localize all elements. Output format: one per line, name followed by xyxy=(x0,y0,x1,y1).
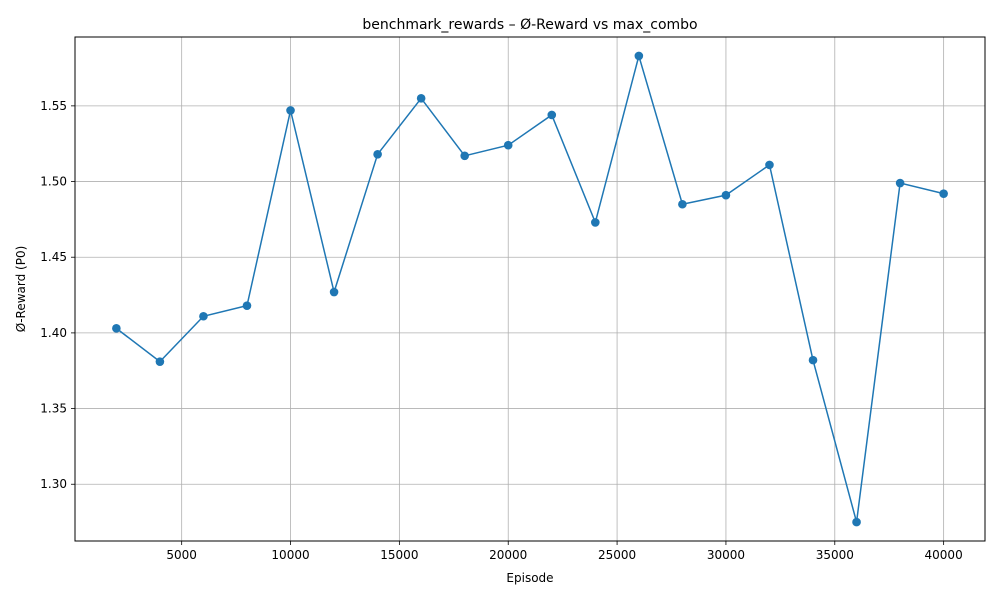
data-point xyxy=(199,311,208,321)
y-axis-ticks: 1.30 1.35 1.40 1.45 1.50 1.55 xyxy=(40,99,75,491)
data-point xyxy=(939,189,948,198)
x-tick-label: 15000 xyxy=(380,548,418,562)
x-tick-label: 10000 xyxy=(271,548,309,562)
x-axis-ticks: 5000 10000 15000 20000 25000 30000 35000 40000 xyxy=(166,541,963,562)
data-point xyxy=(242,301,252,310)
y-tick-label: 1.35 xyxy=(40,402,67,416)
y-tick-label: 1.30 xyxy=(40,477,67,491)
data-point xyxy=(373,149,382,159)
x-axis-label: Episode xyxy=(506,571,553,585)
data-point xyxy=(721,190,731,200)
series-line xyxy=(115,53,944,523)
data-point xyxy=(329,287,339,297)
data-point xyxy=(852,517,861,527)
data-point xyxy=(678,199,687,209)
data-point xyxy=(112,324,121,333)
data-point xyxy=(765,160,774,170)
y-tick-label: 1.40 xyxy=(40,326,67,340)
data-point xyxy=(460,151,469,161)
x-tick-label: 40000 xyxy=(925,548,963,562)
x-tick-label: 5000 xyxy=(166,548,197,562)
data-point xyxy=(895,178,905,188)
y-tick-label: 1.50 xyxy=(40,175,67,189)
y-axis-label: Ø-Reward (P0) xyxy=(14,246,28,333)
data-point xyxy=(286,106,295,115)
y-tick-label: 1.55 xyxy=(40,99,67,113)
grid-lines xyxy=(75,37,985,541)
data-point xyxy=(416,93,426,103)
series-line-group xyxy=(112,51,948,527)
x-tick-label: 20000 xyxy=(489,548,527,562)
chart-title: benchmark_rewards – Ø-Reward vs max_comb… xyxy=(362,17,697,33)
x-tick-label: 30000 xyxy=(707,548,745,562)
y-tick-label: 1.45 xyxy=(40,250,67,264)
data-point xyxy=(547,110,557,120)
data-point xyxy=(634,51,644,61)
data-point xyxy=(503,140,513,150)
x-tick-label: 35000 xyxy=(816,548,854,562)
x-tick-label: 25000 xyxy=(598,548,636,562)
data-point xyxy=(808,355,818,365)
data-point xyxy=(591,218,600,227)
plot-frame xyxy=(74,36,986,542)
data-point xyxy=(155,357,165,366)
